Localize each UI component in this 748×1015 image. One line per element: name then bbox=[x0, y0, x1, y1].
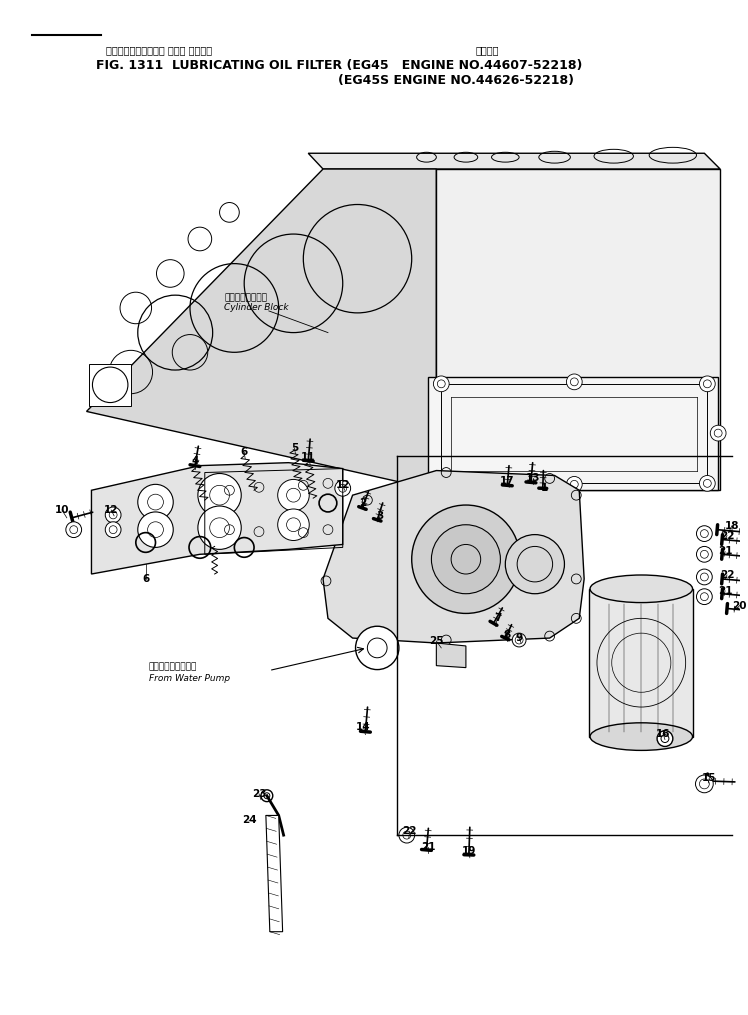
Text: 17: 17 bbox=[500, 476, 515, 486]
Text: 6: 6 bbox=[142, 573, 150, 584]
Polygon shape bbox=[429, 377, 718, 490]
Circle shape bbox=[278, 479, 309, 511]
Circle shape bbox=[566, 374, 582, 390]
Text: FIG. 1311  LUBRICATING OIL FILTER (EG45   ENGINE NO.44607-52218): FIG. 1311 LUBRICATING OIL FILTER (EG45 E… bbox=[96, 59, 583, 72]
Text: 21: 21 bbox=[421, 842, 436, 852]
Circle shape bbox=[711, 425, 726, 441]
Circle shape bbox=[399, 827, 414, 843]
Polygon shape bbox=[266, 815, 283, 932]
Ellipse shape bbox=[590, 576, 693, 603]
Circle shape bbox=[696, 526, 712, 541]
Polygon shape bbox=[308, 153, 720, 170]
Circle shape bbox=[512, 633, 526, 647]
Circle shape bbox=[432, 525, 500, 594]
Circle shape bbox=[433, 475, 449, 491]
Polygon shape bbox=[87, 170, 436, 490]
Text: 12: 12 bbox=[104, 505, 118, 515]
Text: 16: 16 bbox=[656, 729, 670, 739]
Circle shape bbox=[696, 775, 714, 793]
Text: 20: 20 bbox=[732, 601, 747, 611]
Text: 3: 3 bbox=[376, 511, 384, 521]
Polygon shape bbox=[589, 589, 693, 737]
Polygon shape bbox=[323, 471, 584, 642]
Text: 21: 21 bbox=[718, 546, 732, 556]
Text: 25: 25 bbox=[429, 636, 444, 646]
Text: (EG45S ENGINE NO.44626-52218): (EG45S ENGINE NO.44626-52218) bbox=[338, 74, 574, 87]
Text: 6: 6 bbox=[241, 447, 248, 457]
Text: 22: 22 bbox=[720, 570, 735, 580]
Text: 7: 7 bbox=[494, 613, 501, 623]
Text: 9: 9 bbox=[515, 633, 523, 644]
Circle shape bbox=[105, 522, 121, 538]
Circle shape bbox=[657, 731, 673, 746]
Text: Cylinder Block: Cylinder Block bbox=[224, 303, 289, 312]
Circle shape bbox=[198, 506, 242, 549]
Text: 5: 5 bbox=[291, 443, 298, 453]
Text: 23: 23 bbox=[252, 789, 266, 799]
Text: 24: 24 bbox=[242, 815, 257, 825]
Circle shape bbox=[335, 480, 351, 496]
Text: 22: 22 bbox=[720, 531, 735, 541]
Circle shape bbox=[355, 626, 399, 670]
Text: 18: 18 bbox=[725, 521, 739, 531]
Circle shape bbox=[198, 474, 242, 517]
Circle shape bbox=[278, 509, 309, 541]
Text: 適用号機: 適用号機 bbox=[476, 45, 499, 55]
Text: ウォータポンプから: ウォータポンプから bbox=[149, 663, 197, 672]
Text: 21: 21 bbox=[718, 586, 732, 596]
Circle shape bbox=[506, 535, 565, 594]
Circle shape bbox=[138, 484, 174, 520]
Ellipse shape bbox=[590, 723, 693, 750]
Text: 13: 13 bbox=[526, 473, 540, 483]
Text: 12: 12 bbox=[336, 480, 350, 490]
Circle shape bbox=[105, 508, 121, 523]
Text: 10: 10 bbox=[55, 505, 69, 515]
Circle shape bbox=[433, 376, 449, 392]
Circle shape bbox=[566, 476, 582, 492]
Text: 1: 1 bbox=[541, 483, 548, 493]
Polygon shape bbox=[436, 170, 720, 490]
Text: 4: 4 bbox=[191, 456, 199, 466]
Circle shape bbox=[699, 376, 715, 392]
Text: 19: 19 bbox=[462, 845, 476, 856]
Text: 11: 11 bbox=[301, 452, 316, 462]
Text: シリンダブロック: シリンダブロック bbox=[224, 293, 268, 302]
Circle shape bbox=[696, 589, 712, 605]
Circle shape bbox=[411, 505, 520, 613]
Text: From Water Pump: From Water Pump bbox=[149, 674, 230, 682]
Circle shape bbox=[696, 569, 712, 585]
Circle shape bbox=[138, 512, 174, 547]
Circle shape bbox=[699, 475, 715, 491]
Text: 2: 2 bbox=[359, 498, 366, 509]
Text: 15: 15 bbox=[702, 773, 717, 783]
Text: 14: 14 bbox=[356, 722, 371, 732]
Polygon shape bbox=[436, 642, 466, 668]
Polygon shape bbox=[91, 463, 343, 574]
Circle shape bbox=[696, 546, 712, 562]
Text: 8: 8 bbox=[503, 630, 511, 640]
Text: ルーブリケーティング オイル フィルタ: ルーブリケーティング オイル フィルタ bbox=[106, 45, 212, 55]
Polygon shape bbox=[90, 364, 131, 406]
Circle shape bbox=[66, 522, 82, 538]
Text: 22: 22 bbox=[402, 826, 417, 836]
